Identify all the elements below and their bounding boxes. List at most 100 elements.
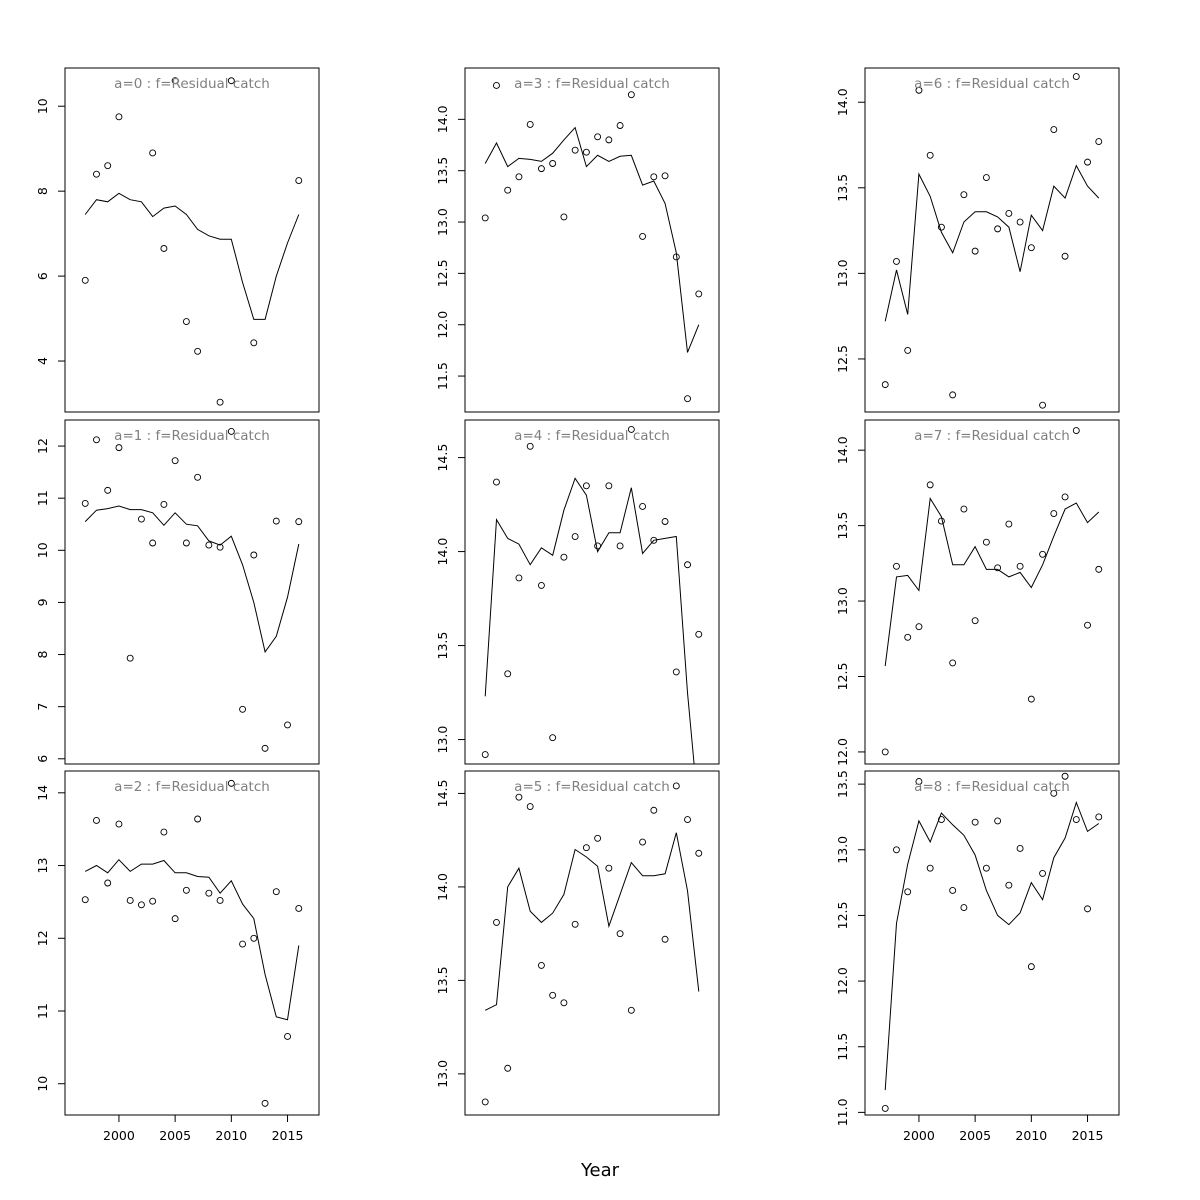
observed-point: [504, 1064, 512, 1072]
y-tick-label: 12.5: [835, 663, 850, 691]
observed-point: [937, 223, 945, 231]
y-tick-label: 8: [35, 651, 50, 659]
observed-point: [904, 346, 912, 354]
y-tick-label: 13.0: [435, 1060, 450, 1088]
y-tick-label: 12.5: [835, 345, 850, 373]
panel-title: a=6 : f=Residual catch: [914, 76, 1070, 92]
observed-point: [149, 897, 157, 905]
panel-frame: [64, 770, 320, 1116]
observed-point: [926, 481, 934, 489]
observed-point: [194, 815, 202, 823]
observed-point: [537, 165, 545, 173]
x-tick-label: 2010: [1015, 1128, 1047, 1143]
x-tick-label: 2005: [159, 1128, 191, 1143]
observed-point: [960, 904, 968, 911]
observed-point: [272, 888, 280, 896]
observed-point: [160, 245, 168, 252]
x-tick-label: 2015: [1072, 1128, 1104, 1143]
observed-point: [893, 846, 900, 854]
observed-point: [1005, 210, 1013, 217]
observed-point: [594, 133, 602, 141]
observed-point: [893, 562, 900, 570]
y-tick-label: 6: [35, 755, 50, 763]
y-tick-label: 12.0: [835, 967, 850, 995]
observed-point: [672, 253, 680, 261]
observed-point: [493, 478, 500, 486]
x-tick-label: 2000: [903, 1128, 935, 1143]
observed-point: [672, 668, 680, 676]
observed-point: [695, 630, 703, 638]
observed-point: [171, 77, 179, 85]
observed-point: [1095, 138, 1103, 146]
observed-point: [284, 721, 291, 729]
observed-point: [182, 886, 190, 894]
observed-point: [504, 186, 512, 194]
observed-point: [661, 518, 669, 525]
observed-point: [915, 86, 923, 94]
y-tick-label: 12: [35, 438, 50, 454]
x-tick-label: 2015: [272, 1128, 304, 1143]
x-tick-label: 2010: [215, 1128, 247, 1143]
observed-point: [582, 844, 590, 852]
observed-point: [1050, 510, 1058, 517]
observed-point: [104, 486, 112, 494]
observed-point: [937, 517, 945, 525]
observed-point: [994, 225, 1002, 233]
panel-frame: [864, 419, 1120, 765]
y-tick-label: 11.0: [835, 1098, 850, 1126]
y-tick-label: 4: [35, 357, 50, 365]
observed-point: [515, 793, 523, 801]
x-tick-label: 2000: [103, 1128, 135, 1143]
observed-point: [926, 151, 934, 159]
fitted-line: [84, 192, 300, 320]
observed-point: [1061, 493, 1069, 501]
y-tick-label: 13.0: [835, 836, 850, 864]
observed-point: [695, 849, 703, 857]
observed-point: [650, 806, 658, 814]
observed-point: [239, 705, 247, 713]
observed-point: [582, 482, 590, 490]
observed-point: [949, 659, 957, 667]
observed-point: [1072, 73, 1080, 81]
observed-point: [526, 121, 534, 128]
y-tick-label: 14.0: [435, 873, 450, 901]
observed-point: [115, 820, 123, 828]
panel-title: a=7 : f=Residual catch: [914, 428, 1070, 444]
observed-point: [261, 744, 269, 752]
observed-point: [684, 561, 691, 569]
y-tick-label: 14.0: [835, 436, 850, 464]
panel-title: a=0 : f=Residual catch: [114, 76, 270, 92]
observed-point: [1095, 813, 1103, 821]
observed-point: [881, 1104, 889, 1112]
observed-point: [1005, 881, 1013, 889]
observed-point: [295, 518, 303, 526]
panel-title: a=5 : f=Residual catch: [514, 779, 670, 795]
y-tick-label: 12.0: [835, 738, 850, 766]
observed-point: [1050, 789, 1058, 797]
observed-point: [115, 444, 123, 452]
y-tick-label: 12: [35, 930, 50, 946]
panel-5: 13.0 13.5 14.0 14.5 a=5 : f=Residual catch: [435, 770, 720, 1116]
panel-frame: [464, 419, 720, 765]
observed-point: [661, 935, 669, 943]
observed-point: [650, 173, 658, 181]
panel-2: 10 11 12 13 14 2000 2005 2010 2015 a=2 : f=Residu…: [35, 770, 320, 1143]
y-tick-label: 12.5: [435, 259, 450, 287]
fitted-line: [484, 832, 700, 1011]
observed-point: [605, 864, 613, 872]
observed-point: [949, 887, 957, 894]
observed-point: [216, 897, 224, 904]
observed-point: [126, 897, 134, 904]
observed-point: [1039, 550, 1047, 558]
observed-point: [149, 539, 157, 547]
observed-point: [982, 864, 990, 872]
observed-point: [115, 113, 123, 121]
observed-point: [627, 91, 635, 99]
panel-3: 11.5 12.0 12.5 13.0 13.5 14.0 a=3 : f=Residual…: [435, 67, 720, 413]
observed-point: [104, 879, 112, 887]
y-tick-label: 11: [35, 1003, 50, 1019]
y-tick-label: 13.5: [835, 512, 850, 540]
observed-point: [526, 803, 534, 810]
observed-point: [194, 473, 202, 481]
observed-point: [650, 536, 658, 544]
